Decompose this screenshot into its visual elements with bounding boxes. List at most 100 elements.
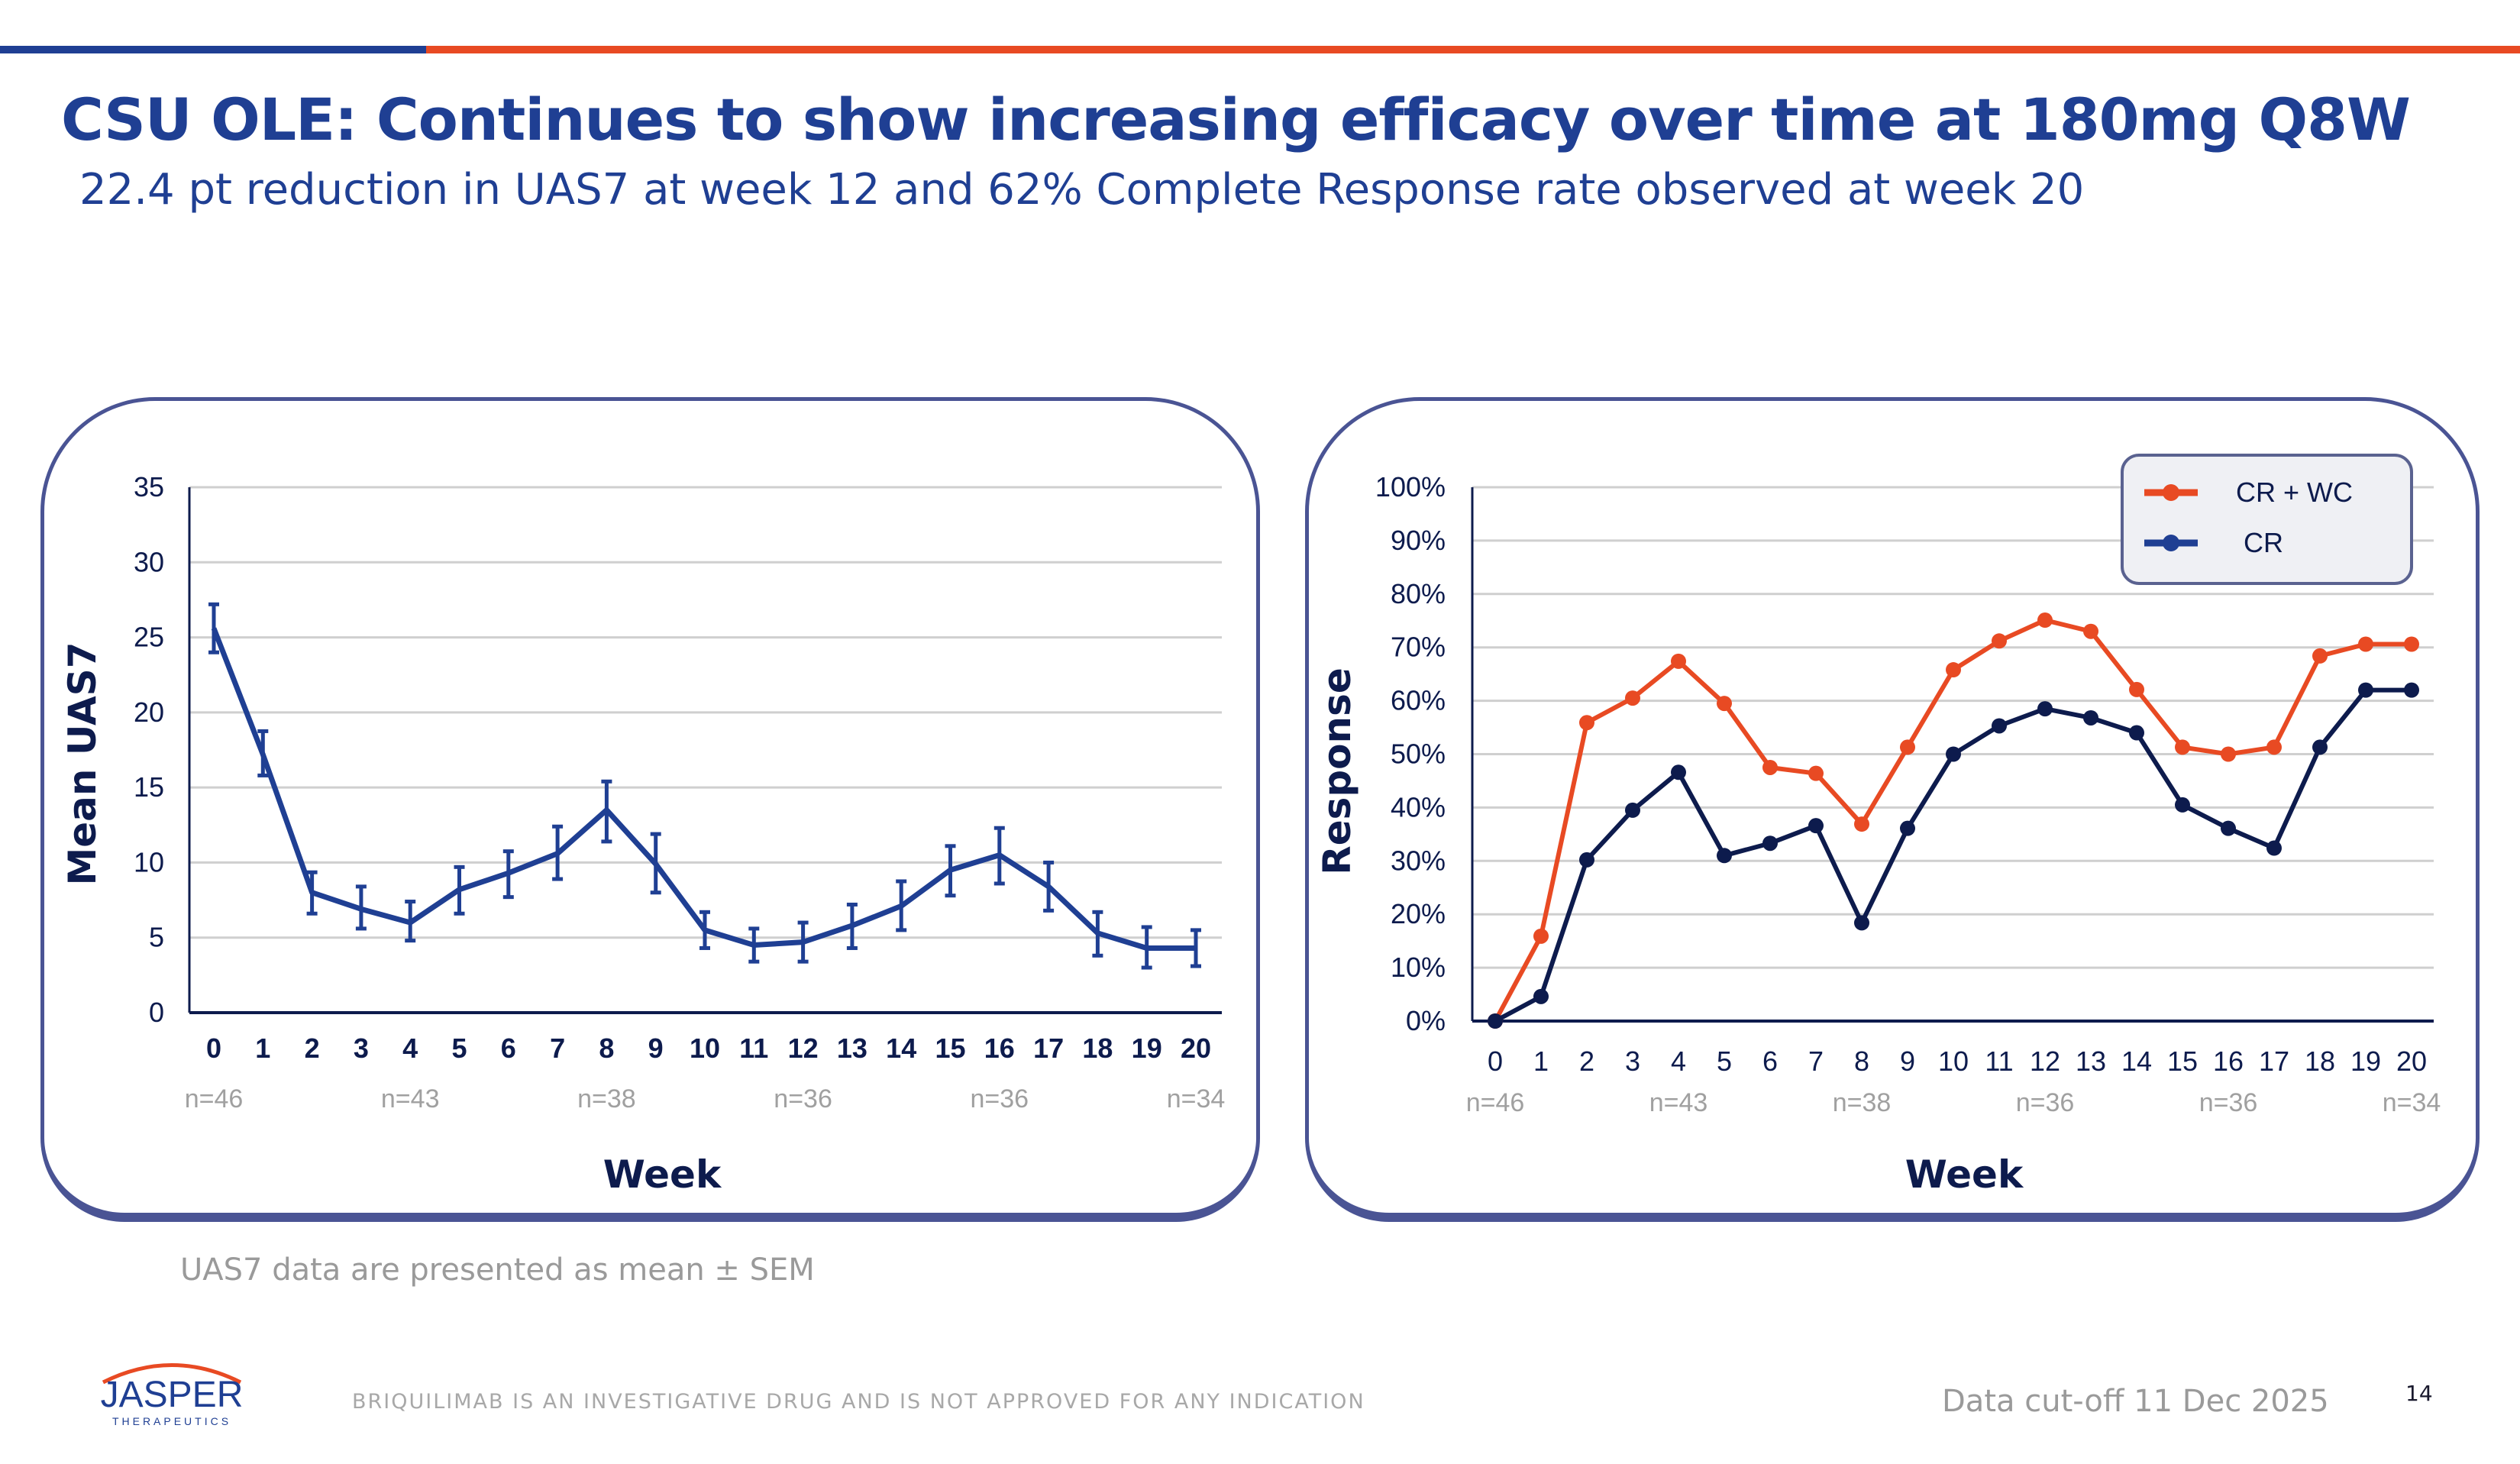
y-tick-label: 0% bbox=[1406, 1005, 1446, 1036]
data-point bbox=[1946, 746, 1961, 762]
data-point bbox=[1671, 764, 1686, 780]
x-tick-label: 7 bbox=[550, 1033, 565, 1064]
x-tick-label: 5 bbox=[451, 1033, 467, 1064]
x-tick-label: 14 bbox=[886, 1033, 916, 1064]
data-point bbox=[2083, 623, 2098, 639]
data-point bbox=[2221, 746, 2236, 762]
y-tick-label: 50% bbox=[1391, 738, 1446, 770]
data-point bbox=[1854, 816, 1869, 832]
data-point bbox=[1900, 820, 1915, 836]
y-tick-label: 20 bbox=[134, 696, 164, 728]
data-point bbox=[1625, 690, 1640, 706]
x-tick-label: 12 bbox=[2030, 1045, 2060, 1077]
disclaimer: BRIQUILIMAB IS AN INVESTIGATIVE DRUG AND… bbox=[352, 1390, 1365, 1414]
n-label: n=36 bbox=[2199, 1088, 2258, 1117]
data-point bbox=[1579, 852, 1594, 868]
y-tick-label: 70% bbox=[1391, 632, 1446, 663]
x-tick-label: 2 bbox=[305, 1033, 320, 1064]
data-point bbox=[2358, 636, 2373, 652]
data-point bbox=[2312, 739, 2328, 755]
x-tick-label: 17 bbox=[1033, 1033, 1064, 1064]
x-tick-label: 4 bbox=[402, 1033, 418, 1064]
y-tick-label: 5 bbox=[149, 922, 164, 953]
y-tick-label: 15 bbox=[134, 771, 164, 803]
data-point bbox=[2404, 682, 2419, 698]
data-point bbox=[2129, 725, 2144, 741]
header-accent-bar-orange bbox=[426, 46, 2520, 53]
data-point bbox=[1717, 848, 1732, 864]
x-tick-label: 8 bbox=[1854, 1045, 1869, 1077]
x-axis-title: Week bbox=[1905, 1152, 2024, 1197]
header-accent-bar-blue bbox=[0, 46, 426, 53]
legend-marker bbox=[2163, 535, 2179, 551]
data-point bbox=[1946, 662, 1961, 678]
x-tick-label: 17 bbox=[2259, 1045, 2289, 1077]
series-line-uas7 bbox=[211, 627, 1196, 951]
y-tick-label: 40% bbox=[1391, 791, 1446, 822]
x-tick-label: 3 bbox=[354, 1033, 369, 1064]
x-tick-label: 2 bbox=[1579, 1045, 1594, 1077]
y-tick-label: 20% bbox=[1391, 898, 1446, 929]
x-tick-label: 15 bbox=[2167, 1045, 2198, 1077]
n-label: n=34 bbox=[1167, 1084, 1226, 1113]
y-tick-label: 80% bbox=[1391, 578, 1446, 609]
y-axis-title: Response bbox=[1315, 667, 1359, 875]
y-tick-label: 25 bbox=[134, 622, 164, 653]
data-point bbox=[2358, 682, 2373, 698]
page-number: 14 bbox=[2405, 1381, 2433, 1406]
data-point bbox=[2312, 648, 2328, 664]
y-tick-label: 90% bbox=[1391, 525, 1446, 556]
x-tick-label: 12 bbox=[788, 1033, 819, 1064]
n-label: n=38 bbox=[577, 1084, 636, 1113]
data-cutoff: Data cut-off 11 Dec 2025 bbox=[1942, 1384, 2329, 1419]
data-point bbox=[2221, 820, 2236, 836]
data-point bbox=[2129, 681, 2144, 697]
y-axis-title: Mean UAS7 bbox=[60, 642, 105, 886]
y-tick-label: 35 bbox=[134, 471, 164, 503]
data-point bbox=[2266, 840, 2282, 856]
x-tick-label: 10 bbox=[690, 1033, 720, 1064]
x-tick-label: 11 bbox=[739, 1033, 768, 1064]
page-subtitle: 22.4 pt reduction in UAS7 at week 12 and… bbox=[79, 165, 2085, 215]
data-point bbox=[1808, 818, 1824, 834]
x-tick-label: 5 bbox=[1717, 1045, 1732, 1077]
y-tick-label: 100% bbox=[1375, 471, 1446, 503]
x-tick-label: 20 bbox=[1181, 1033, 1211, 1064]
x-tick-label: 8 bbox=[599, 1033, 614, 1064]
n-label: n=34 bbox=[2383, 1088, 2441, 1117]
x-tick-label: 0 bbox=[1488, 1045, 1503, 1077]
x-tick-label: 20 bbox=[2396, 1045, 2427, 1077]
x-axis-title: Week bbox=[603, 1152, 722, 1197]
x-tick-label: 3 bbox=[1625, 1045, 1640, 1077]
data-point bbox=[1717, 696, 1732, 712]
data-point bbox=[2037, 612, 2053, 629]
data-point bbox=[1762, 759, 1778, 775]
svg-text:THERAPEUTICS: THERAPEUTICS bbox=[112, 1415, 231, 1427]
x-tick-label: 19 bbox=[2350, 1045, 2381, 1077]
x-tick-label: 6 bbox=[501, 1033, 516, 1064]
svg-text:JASPER: JASPER bbox=[101, 1375, 244, 1415]
data-point bbox=[2404, 636, 2419, 652]
footnote: UAS7 data are presented as mean ± SEM bbox=[180, 1252, 815, 1288]
n-label: n=46 bbox=[1466, 1088, 1525, 1117]
x-tick-label: 1 bbox=[1533, 1045, 1549, 1077]
x-tick-label: 10 bbox=[1938, 1045, 1969, 1077]
x-tick-label: 0 bbox=[206, 1033, 221, 1064]
n-label: n=46 bbox=[185, 1084, 244, 1113]
data-point bbox=[1900, 739, 1915, 755]
n-label: n=36 bbox=[2016, 1088, 2075, 1117]
x-tick-label: 16 bbox=[2213, 1045, 2244, 1077]
x-tick-label: 18 bbox=[2305, 1045, 2335, 1077]
x-tick-label: 19 bbox=[1132, 1033, 1162, 1064]
x-tick-label: 4 bbox=[1671, 1045, 1686, 1077]
data-point bbox=[1579, 715, 1594, 731]
x-tick-label: 9 bbox=[1900, 1045, 1915, 1077]
data-point bbox=[2175, 797, 2190, 813]
y-tick-label: 60% bbox=[1391, 685, 1446, 716]
legend-marker bbox=[2163, 484, 2179, 501]
x-tick-label: 16 bbox=[984, 1033, 1015, 1064]
x-tick-label: 13 bbox=[2076, 1045, 2106, 1077]
x-tick-label: 9 bbox=[648, 1033, 664, 1064]
data-point bbox=[2037, 701, 2053, 717]
